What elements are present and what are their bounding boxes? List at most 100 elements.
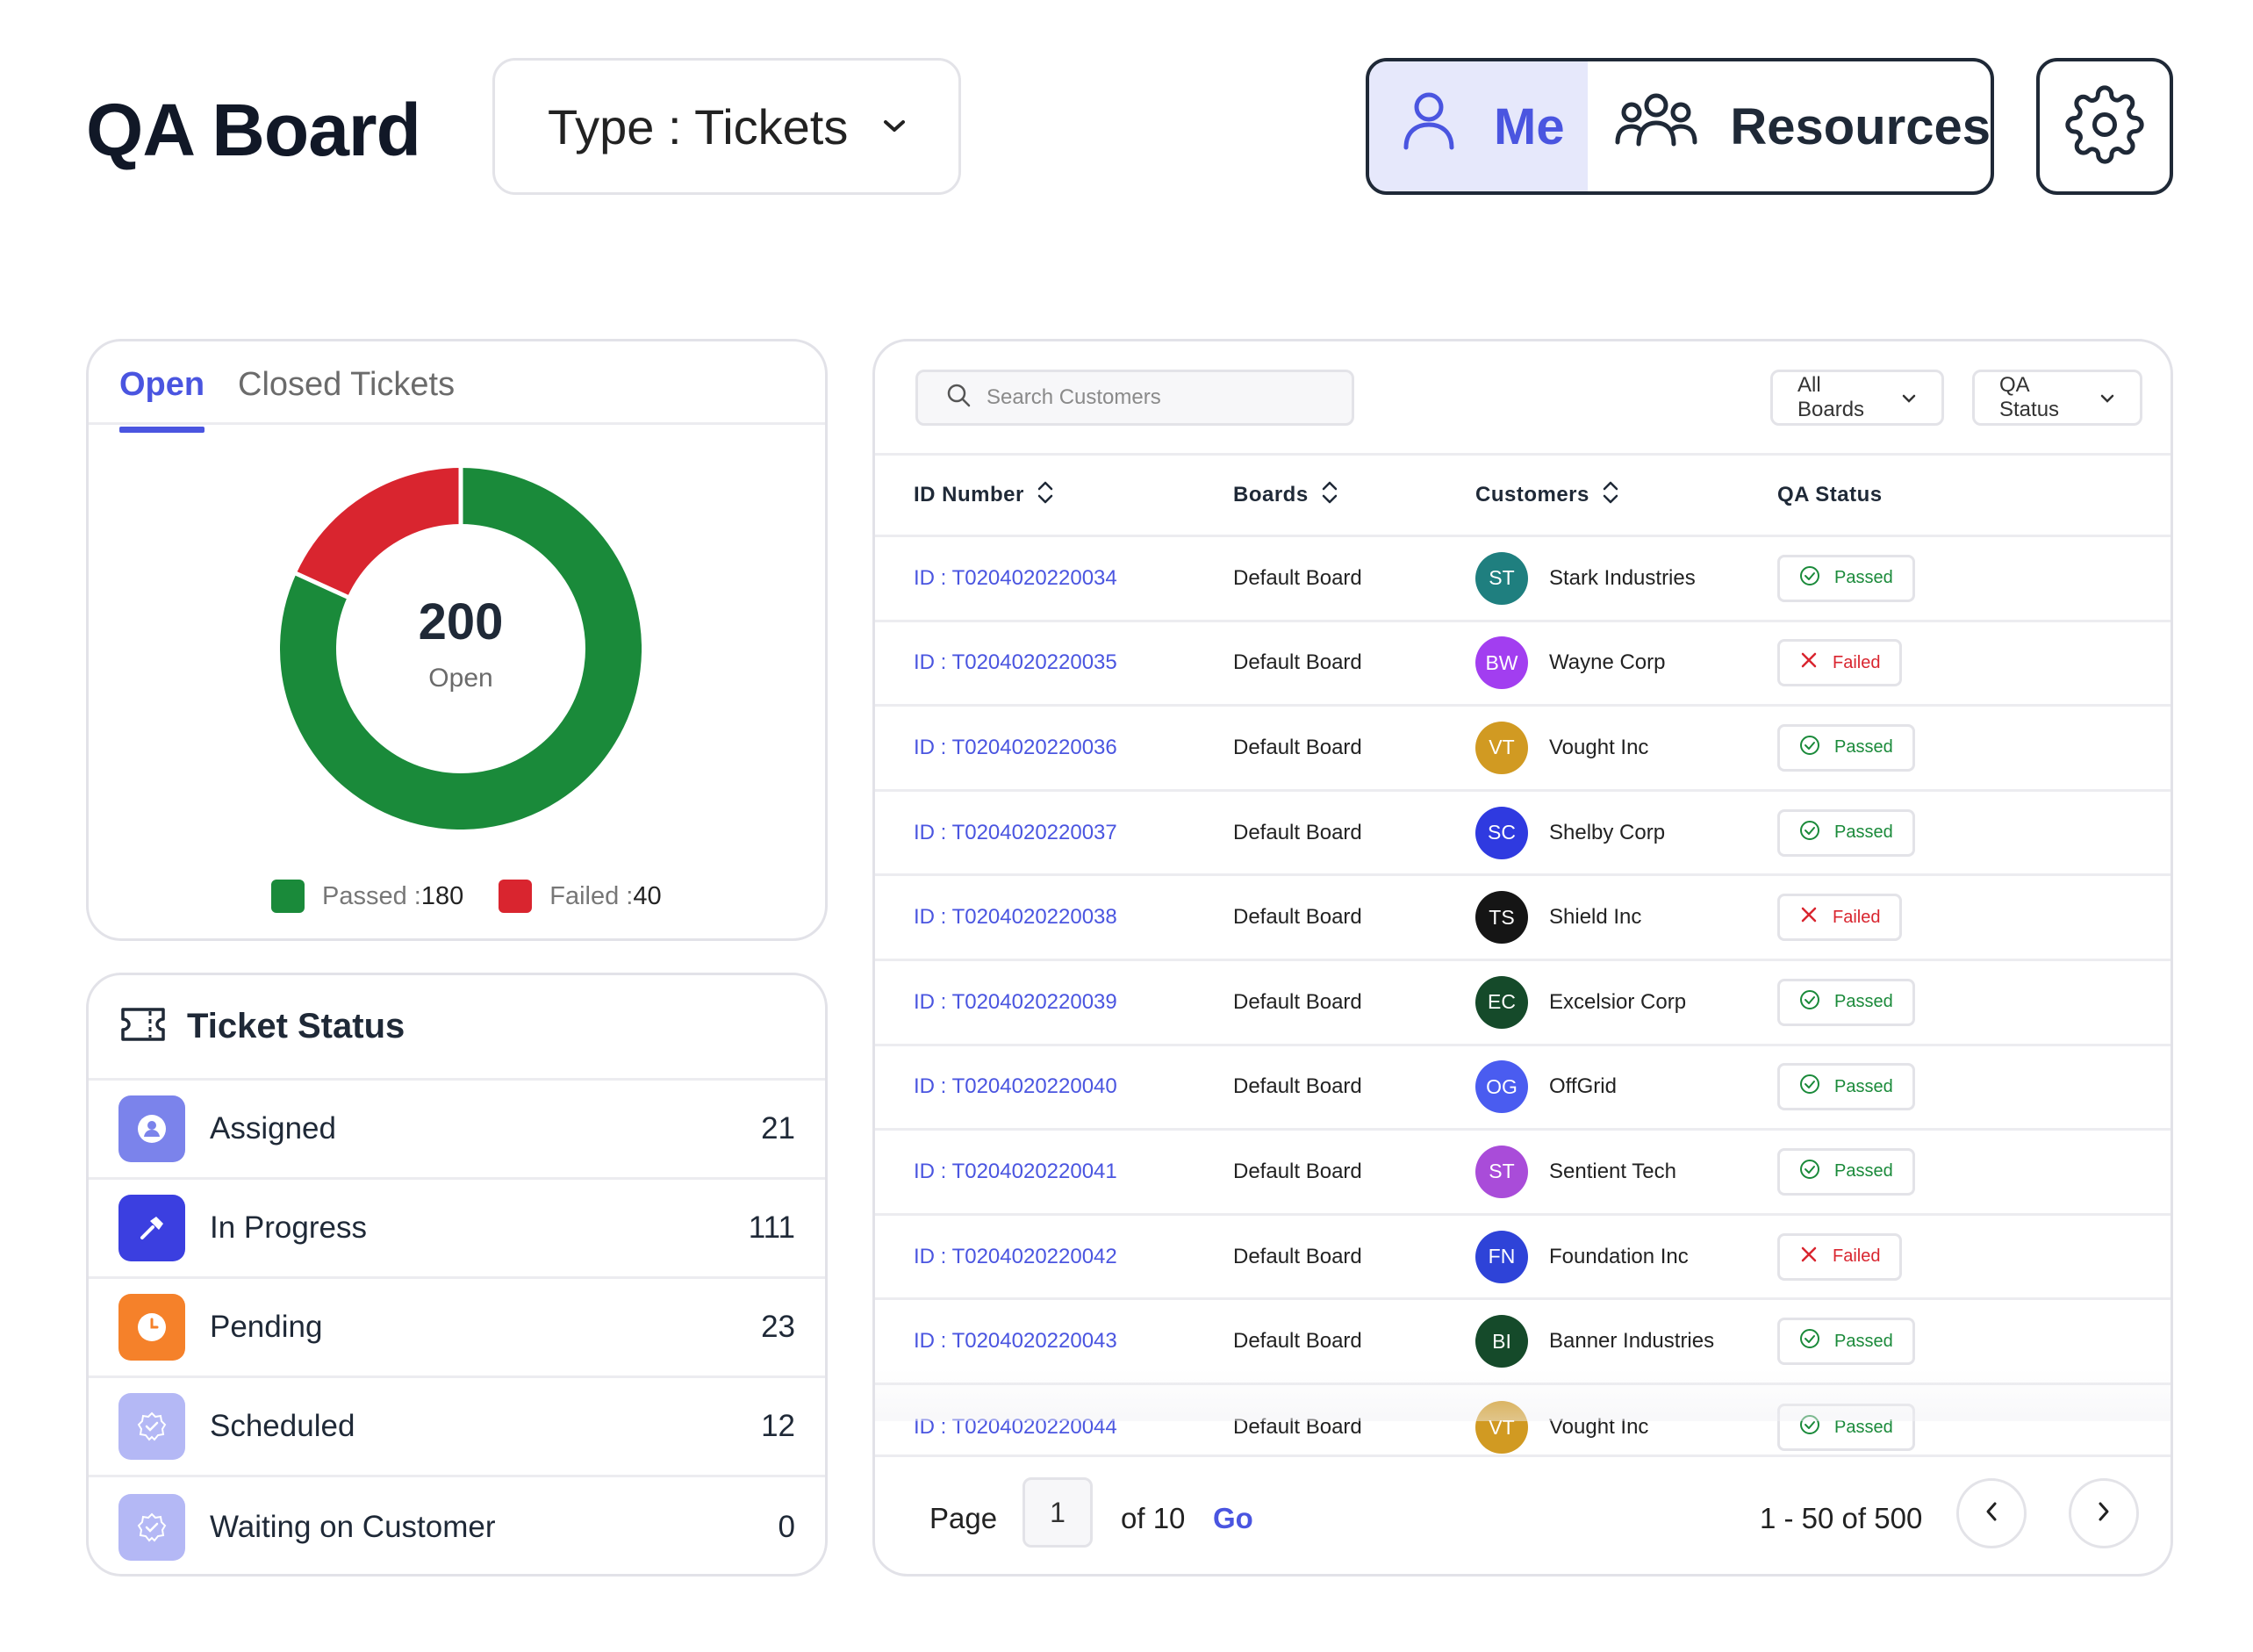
column-header-qa-status: QA Status bbox=[1777, 456, 1883, 535]
qa-status-cell: Passed bbox=[1777, 1131, 1915, 1213]
ticket-id-link[interactable]: ID : T0204020220036 bbox=[914, 735, 1117, 759]
table-row[interactable]: ID : T0204020220038 Default Board TS Shield… bbox=[875, 876, 2170, 961]
board-cell: Default Board bbox=[1233, 1244, 1362, 1268]
summary-tabs: Open Closed Tickets bbox=[89, 341, 825, 433]
ticket-icon bbox=[120, 1007, 166, 1046]
check-circle-icon bbox=[1799, 735, 1820, 761]
next-page-button[interactable] bbox=[2069, 1478, 2139, 1548]
qa-status-cell: Passed bbox=[1777, 792, 1915, 874]
status-badge-label: Passed bbox=[1834, 1331, 1893, 1351]
badge-check-icon bbox=[118, 1393, 185, 1460]
ticket-id-link[interactable]: ID : T0204020220042 bbox=[914, 1244, 1117, 1268]
type-dropdown[interactable]: Type : Tickets bbox=[492, 58, 961, 195]
table-row[interactable]: ID : T0204020220035 Default Board BW Wayne … bbox=[875, 622, 2170, 707]
chevron-left-icon bbox=[1983, 1500, 2000, 1527]
ticket-id-link[interactable]: ID : T0204020220038 bbox=[914, 905, 1117, 930]
customer-name: Vought Inc bbox=[1549, 1415, 1649, 1440]
user-icon bbox=[118, 1095, 185, 1162]
customer-name: Stark Industries bbox=[1549, 565, 1696, 590]
status-badge-label: Failed bbox=[1833, 907, 1881, 927]
column-header-id[interactable]: ID Number bbox=[914, 456, 1054, 535]
ticket-status-count: 12 bbox=[761, 1409, 795, 1443]
donut-slice-failed bbox=[296, 468, 462, 598]
avatar: SC bbox=[1475, 806, 1528, 859]
status-badge: Failed bbox=[1777, 1232, 1903, 1281]
ticket-id-link[interactable]: ID : T0204020220037 bbox=[914, 820, 1117, 844]
ticket-status-row[interactable]: In Progress 111 bbox=[89, 1180, 825, 1279]
table-row[interactable]: ID : T0204020220042 Default Board FN Founda… bbox=[875, 1216, 2170, 1301]
status-badge-label: Passed bbox=[1834, 992, 1893, 1012]
previous-page-button[interactable] bbox=[1956, 1478, 2027, 1548]
board-cell: Default Board bbox=[1233, 1329, 1362, 1354]
board-cell: Default Board bbox=[1233, 820, 1362, 844]
ticket-status-row[interactable]: Scheduled 12 bbox=[89, 1378, 825, 1477]
ticket-id-link[interactable]: ID : T0204020220039 bbox=[914, 989, 1117, 1014]
search-box bbox=[915, 370, 1354, 426]
customer-name: Sentient Tech bbox=[1549, 1159, 1676, 1183]
avatar: VT bbox=[1475, 721, 1528, 774]
status-badge-label: Passed bbox=[1834, 568, 1893, 588]
ticket-status-row[interactable]: Assigned 21 bbox=[89, 1081, 825, 1180]
qa-status-filter-dropdown[interactable]: QA Status bbox=[1972, 370, 2142, 426]
tab-closed-tickets[interactable]: Closed Tickets bbox=[238, 366, 456, 403]
boards-filter-label: All Boards bbox=[1797, 373, 1865, 421]
legend-passed-value: 180 bbox=[420, 881, 464, 910]
ticket-status-label: Assigned bbox=[210, 1111, 336, 1146]
boards-filter-dropdown[interactable]: All Boards bbox=[1770, 370, 1944, 426]
customer-cell: VT Vought Inc bbox=[1475, 707, 1648, 789]
customer-cell: FN Foundation Inc bbox=[1475, 1216, 1689, 1298]
status-badge-label: Passed bbox=[1834, 1076, 1893, 1096]
search-icon bbox=[946, 383, 971, 413]
go-button[interactable]: Go bbox=[1213, 1501, 1253, 1534]
check-circle-icon bbox=[1799, 1159, 1820, 1185]
legend-swatch-passed bbox=[271, 880, 305, 913]
page-total-label: of 10 bbox=[1121, 1501, 1186, 1534]
legend-failed: Failed : 40 bbox=[499, 880, 662, 913]
table-row[interactable]: ID : T0204020220041 Default Board ST Sentie… bbox=[875, 1131, 2170, 1216]
table-body: ID : T0204020220034 Default Board ST Stark … bbox=[875, 537, 2170, 1470]
check-circle-icon bbox=[1799, 1074, 1820, 1100]
ticket-id-link[interactable]: ID : T0204020220034 bbox=[914, 565, 1117, 590]
search-input[interactable] bbox=[987, 385, 1320, 410]
table-row[interactable]: ID : T0204020220043 Default Board BI Banner… bbox=[875, 1300, 2170, 1385]
qa-status-cell: Passed bbox=[1777, 1046, 1915, 1129]
ticket-id-link[interactable]: ID : T0204020220043 bbox=[914, 1329, 1117, 1354]
ticket-status-row[interactable]: Pending 23 bbox=[89, 1279, 825, 1378]
pagination: Page of 10 Go 1 - 50 of 500 bbox=[875, 1454, 2170, 1574]
chevron-down-icon bbox=[881, 118, 908, 135]
column-header-customers[interactable]: Customers bbox=[1475, 456, 1619, 535]
page-number-input[interactable] bbox=[1022, 1477, 1093, 1548]
status-badge: Passed bbox=[1777, 978, 1915, 1026]
check-circle-icon bbox=[1799, 989, 1820, 1016]
qa-status-cell: Passed bbox=[1777, 1300, 1915, 1383]
ticket-id-link[interactable]: ID : T0204020220040 bbox=[914, 1074, 1117, 1099]
tab-open[interactable]: Open bbox=[119, 366, 205, 433]
check-circle-icon bbox=[1799, 820, 1820, 846]
ticket-id-link[interactable]: ID : T0204020220035 bbox=[914, 650, 1117, 675]
donut-total: 200 bbox=[418, 593, 504, 650]
ticket-status-label: Waiting on Customer bbox=[210, 1509, 496, 1544]
table-row[interactable]: ID : T0204020220034 Default Board ST Stark … bbox=[875, 537, 2170, 622]
table-row[interactable]: ID : T0204020220037 Default Board SC Shelby… bbox=[875, 792, 2170, 877]
legend-failed-label: Failed : bbox=[549, 881, 634, 910]
ticket-status-row[interactable]: Waiting on Customer 0 bbox=[89, 1477, 825, 1574]
column-header-boards[interactable]: Boards bbox=[1233, 456, 1338, 535]
customer-name: Shield Inc bbox=[1549, 905, 1642, 930]
ticket-status-card: Ticket Status Assigned 21 In Progress 111 Pe… bbox=[86, 973, 828, 1577]
ticket-status-header: Ticket Status bbox=[89, 975, 825, 1081]
status-badge: Passed bbox=[1777, 808, 1915, 857]
table-row[interactable]: ID : T0204020220036 Default Board VT Vought… bbox=[875, 707, 2170, 792]
table-row[interactable]: ID : T0204020220040 Default Board OG OffGri… bbox=[875, 1046, 2170, 1131]
settings-button[interactable] bbox=[2036, 58, 2173, 195]
me-toggle-button[interactable]: Me bbox=[1369, 61, 1589, 191]
table-row[interactable]: ID : T0204020220039 Default Board EC Excels… bbox=[875, 961, 2170, 1046]
status-badge-label: Passed bbox=[1834, 1417, 1893, 1437]
resources-toggle-button[interactable]: Resources bbox=[1588, 61, 1991, 191]
customer-name: Foundation Inc bbox=[1549, 1244, 1689, 1268]
ticket-status-count: 111 bbox=[748, 1210, 795, 1245]
board-cell: Default Board bbox=[1233, 650, 1362, 675]
legend-passed: Passed : 180 bbox=[271, 880, 463, 913]
status-badge: Passed bbox=[1777, 1318, 1915, 1366]
customer-cell: SC Shelby Corp bbox=[1475, 792, 1665, 874]
ticket-id-link[interactable]: ID : T0204020220041 bbox=[914, 1159, 1117, 1183]
